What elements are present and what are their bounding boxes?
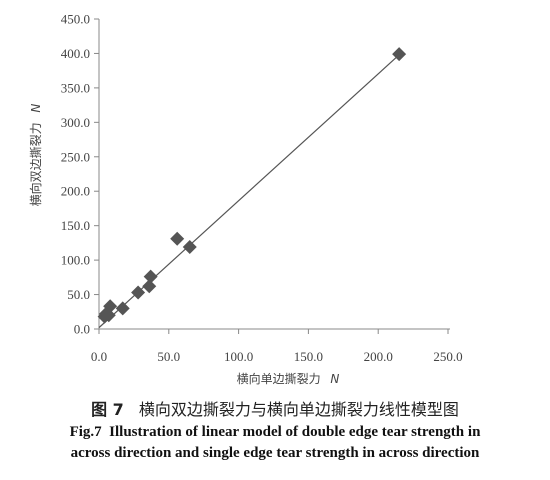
y-tick-label: 300.0 [61, 115, 90, 130]
data-point-diamond [101, 308, 116, 323]
caption-english-line-2: across direction and single edge tear st… [70, 445, 480, 461]
data-point-diamond [143, 269, 158, 284]
x-axis-label: 横向单边撕裂力 N [237, 371, 340, 386]
data-point-diamond [103, 299, 118, 314]
caption-chinese: 图 7 横向双边撕裂力与横向单边撕裂力线性模型图 [0, 396, 550, 420]
data-point-diamond [131, 285, 146, 300]
x-tick-label: 0.0 [91, 349, 107, 364]
y-axis-label-text: 横向双边撕裂力 [28, 122, 43, 206]
x-axis-label-unit: N [330, 372, 339, 386]
x-axis-ticks: 0.0 50.0 100.0 150.0 200.0 250.0 [91, 329, 463, 364]
data-points [97, 47, 407, 324]
x-tick-label: 100.0 [224, 349, 253, 364]
data-point-diamond [182, 240, 197, 255]
y-tick-label: 400.0 [61, 46, 90, 61]
y-tick-label: 50.0 [67, 287, 90, 302]
data-point-diamond [170, 231, 185, 246]
y-tick-label: 250.0 [61, 149, 90, 164]
y-tick-label: 200.0 [61, 184, 90, 199]
y-tick-label: 0.0 [74, 322, 90, 337]
data-point-diamond [392, 47, 407, 62]
y-axis-ticks: 0.0 50.0 100.0 150.0 200.0 250.0 300.0 350.0 400… [61, 12, 99, 337]
y-tick-label: 350.0 [61, 80, 90, 95]
y-axis-label: 横向双边撕裂力 N [28, 104, 43, 207]
y-axis-label-unit: N [29, 104, 43, 113]
data-point-diamond [115, 301, 130, 316]
data-point-diamond [142, 279, 157, 294]
y-tick-label: 450.0 [61, 12, 90, 27]
y-tick-label: 100.0 [61, 253, 90, 268]
x-tick-label: 50.0 [157, 349, 180, 364]
caption-english-line-1: Fig.7 Illustration of linear model of do… [69, 424, 481, 440]
caption-english: Fig.7 Illustration of linear model of do… [8, 422, 542, 464]
caption-figure-number: 图 7 [91, 400, 124, 419]
x-tick-label: 250.0 [433, 349, 462, 364]
x-axis-label-text: 横向单边撕裂力 [237, 371, 321, 386]
caption-chinese-text: 横向双边撕裂力与横向单边撕裂力线性模型图 [138, 400, 459, 419]
x-tick-label: 150.0 [294, 349, 323, 364]
scatter-chart: 0.0 50.0 100.0 150.0 200.0 250.0 300.0 350.0 400… [28, 12, 463, 387]
x-tick-label: 200.0 [364, 349, 393, 364]
y-tick-label: 150.0 [61, 218, 90, 233]
